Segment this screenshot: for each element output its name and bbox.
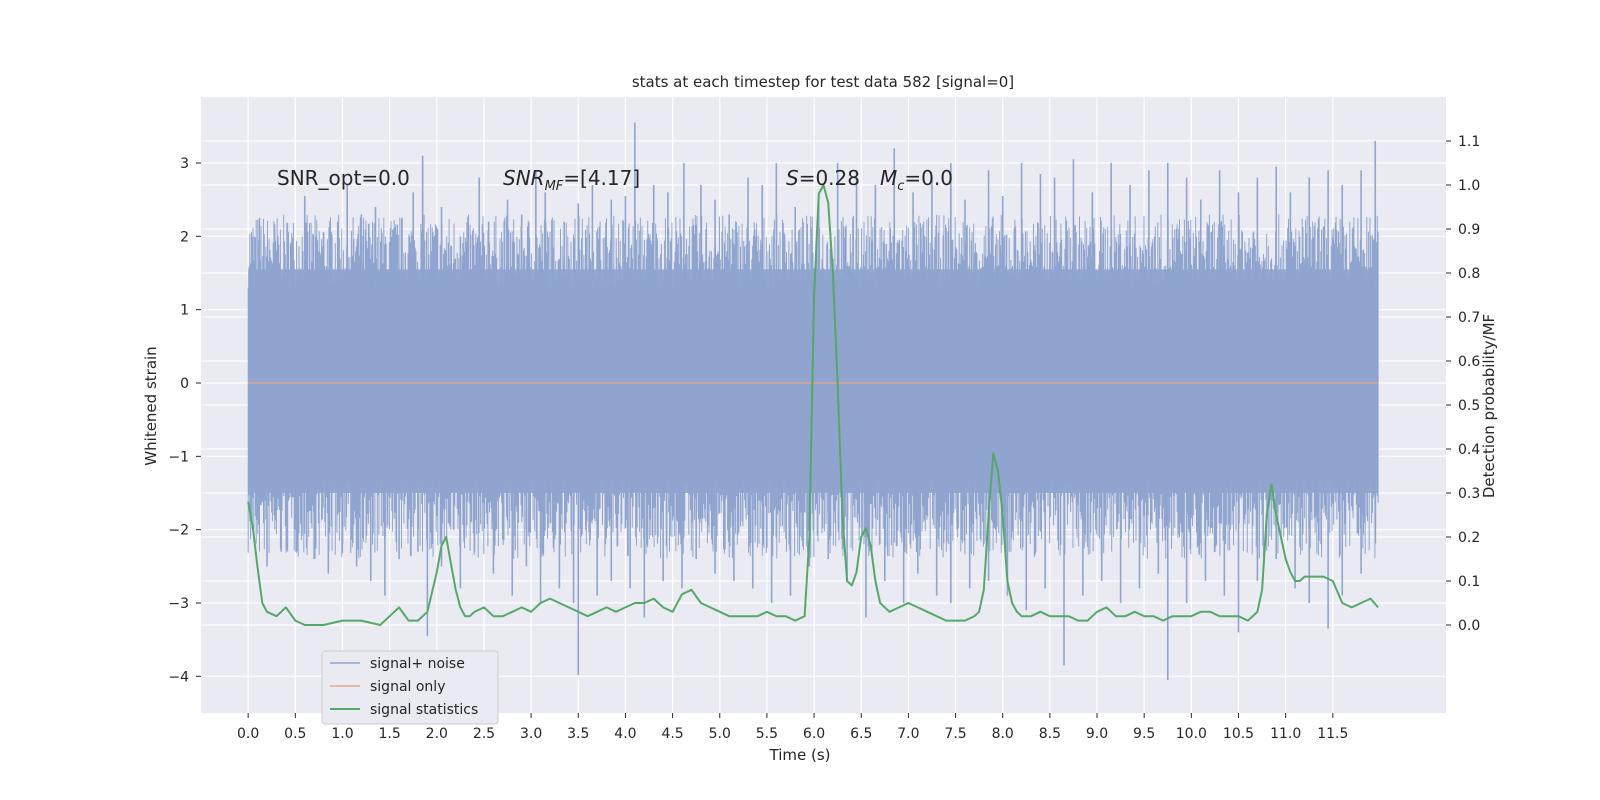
y-right-tick-label: 0.1 (1458, 574, 1480, 590)
annotation-snr-mf-value: =[4.17] (563, 166, 640, 190)
y-left-tick-label: 2 (180, 229, 189, 245)
x-tick-label: 6.5 (850, 726, 872, 742)
x-tick-label: 7.5 (944, 726, 966, 742)
signal-statistics-line (247, 184, 1379, 626)
y-right-tick-label: 0.7 (1458, 310, 1480, 326)
x-tick-label: 1.0 (331, 726, 353, 742)
x-tick-label: 9.5 (1133, 726, 1155, 742)
y-right-tick-label: 0.0 (1458, 618, 1480, 634)
y-axis-right-ticks: 1.1 1.0 0.9 0.8 0.7 0.6 0.5 0.4 0.3 0.2 0.1 0.0 (1446, 134, 1480, 634)
x-tick-label: 7.0 (897, 726, 919, 742)
x-tick-label: 2.5 (473, 726, 495, 742)
y-right-tick-label: 0.2 (1458, 530, 1480, 546)
y-right-tick-label: 0.3 (1458, 486, 1480, 502)
x-tick-label: 6.0 (803, 726, 825, 742)
annotation-snr-mf-sub: MF (545, 179, 564, 194)
y-left-tick-label: −2 (168, 523, 189, 539)
noise-trace (247, 214, 1379, 559)
y-left-tick-label: −1 (168, 449, 189, 465)
legend-label-signal-noise: signal+ noise (370, 656, 465, 672)
y-left-tick-label: 3 (180, 156, 189, 172)
x-tick-label: 4.5 (661, 726, 683, 742)
x-tick-label: 9.0 (1086, 726, 1108, 742)
annotation-snr-opt: SNR_opt=0.0 (277, 166, 410, 190)
annotation-statistic-symbol: S (786, 166, 799, 190)
legend-box (321, 650, 499, 725)
x-axis-ticks: 0.0 0.5 1.0 1.5 2.0 2.5 3.0 3.5 4.0 4.5 5.0 5.5 6.0 6… (237, 713, 1348, 742)
x-tick-label: 8.5 (1039, 726, 1061, 742)
annotation-statistic-value: =0.28 (799, 166, 860, 190)
x-tick-label: 10.5 (1223, 726, 1254, 742)
y-left-tick-label: 0 (180, 376, 189, 392)
annotation-statistic: S=0.28 (786, 166, 860, 190)
chart-title: stats at each timestep for test data 582… (632, 73, 1014, 91)
annotation-snr-mf-main: SNR (503, 166, 545, 190)
x-tick-label: 10.0 (1176, 726, 1207, 742)
legend-label-signal-only: signal only (370, 679, 445, 695)
y-right-tick-label: 0.8 (1458, 266, 1480, 282)
y-axis-left-label: Whitened strain (142, 346, 160, 465)
annotation-chirp-mass-sub: c (897, 179, 904, 194)
x-tick-label: 3.0 (520, 726, 542, 742)
x-tick-label: 3.5 (567, 726, 589, 742)
x-axis-label: Time (s) (769, 746, 831, 764)
annotation-chirp-mass-value: =0.0 (904, 166, 953, 190)
y-right-tick-label: 0.4 (1458, 442, 1480, 458)
x-tick-label: 0.0 (237, 726, 259, 742)
y-right-tick-label: 0.6 (1458, 354, 1480, 370)
y-axis-right-label: Detection probability/MF (1480, 314, 1498, 498)
y-left-tick-label: −3 (168, 596, 189, 612)
y-right-tick-label: 0.9 (1458, 222, 1480, 238)
y-axis-left-ticks: 3 2 1 0 −1 −2 −3 −4 (168, 156, 201, 685)
signal-statistics-series (247, 184, 1379, 626)
y-right-tick-label: 0.5 (1458, 398, 1480, 414)
legend: signal+ noise signal only signal statist… (321, 650, 499, 725)
annotation-chirp-mass-symbol: M (880, 166, 897, 190)
x-tick-label: 11.0 (1270, 726, 1301, 742)
y-right-tick-label: 1.1 (1458, 134, 1480, 150)
y-left-tick-label: −4 (168, 669, 189, 685)
x-tick-label: 5.0 (709, 726, 731, 742)
x-tick-label: 11.5 (1317, 726, 1348, 742)
y-left-tick-label: 1 (180, 303, 189, 319)
annotation-snr-mf: SNRMF=[4.17] (503, 166, 640, 194)
x-tick-label: 0.5 (284, 726, 306, 742)
annotation-chirp-mass: Mc=0.0 (880, 166, 953, 194)
x-tick-label: 2.0 (426, 726, 448, 742)
legend-label-signal-statistics: signal statistics (370, 702, 478, 718)
x-tick-label: 4.0 (614, 726, 636, 742)
x-tick-label: 1.5 (379, 726, 401, 742)
x-tick-label: 8.0 (992, 726, 1014, 742)
x-tick-label: 5.5 (756, 726, 778, 742)
y-right-tick-label: 1.0 (1458, 178, 1480, 194)
